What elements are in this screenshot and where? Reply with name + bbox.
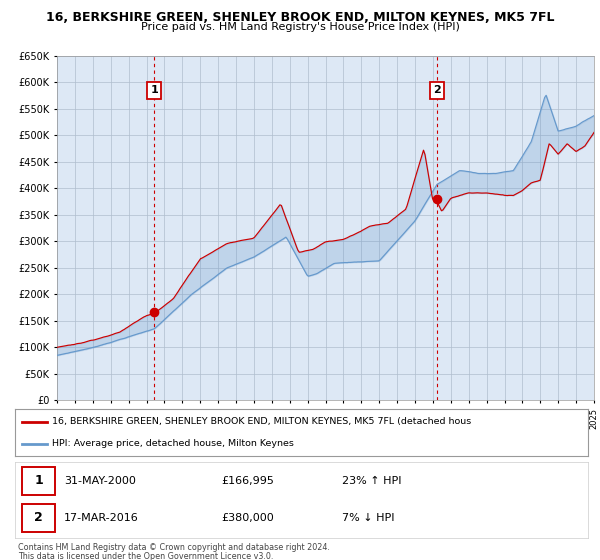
Text: 31-MAY-2000: 31-MAY-2000 (64, 475, 136, 486)
Text: HPI: Average price, detached house, Milton Keynes: HPI: Average price, detached house, Milt… (52, 439, 294, 448)
Text: £380,000: £380,000 (221, 512, 274, 522)
Text: 1: 1 (151, 86, 158, 95)
Text: 16, BERKSHIRE GREEN, SHENLEY BROOK END, MILTON KEYNES, MK5 7FL: 16, BERKSHIRE GREEN, SHENLEY BROOK END, … (46, 11, 554, 24)
Text: 17-MAR-2016: 17-MAR-2016 (64, 512, 139, 522)
Text: 2: 2 (34, 511, 43, 524)
Text: 1: 1 (34, 474, 43, 487)
Text: Price paid vs. HM Land Registry's House Price Index (HPI): Price paid vs. HM Land Registry's House … (140, 22, 460, 32)
Text: 2: 2 (433, 86, 441, 95)
Text: Contains HM Land Registry data © Crown copyright and database right 2024.: Contains HM Land Registry data © Crown c… (18, 543, 330, 552)
FancyBboxPatch shape (22, 503, 55, 531)
FancyBboxPatch shape (22, 466, 55, 494)
Text: 16, BERKSHIRE GREEN, SHENLEY BROOK END, MILTON KEYNES, MK5 7FL (detached hous: 16, BERKSHIRE GREEN, SHENLEY BROOK END, … (52, 417, 472, 426)
Text: This data is licensed under the Open Government Licence v3.0.: This data is licensed under the Open Gov… (18, 552, 274, 560)
Text: 23% ↑ HPI: 23% ↑ HPI (341, 475, 401, 486)
Text: £166,995: £166,995 (221, 475, 274, 486)
Text: 7% ↓ HPI: 7% ↓ HPI (341, 512, 394, 522)
